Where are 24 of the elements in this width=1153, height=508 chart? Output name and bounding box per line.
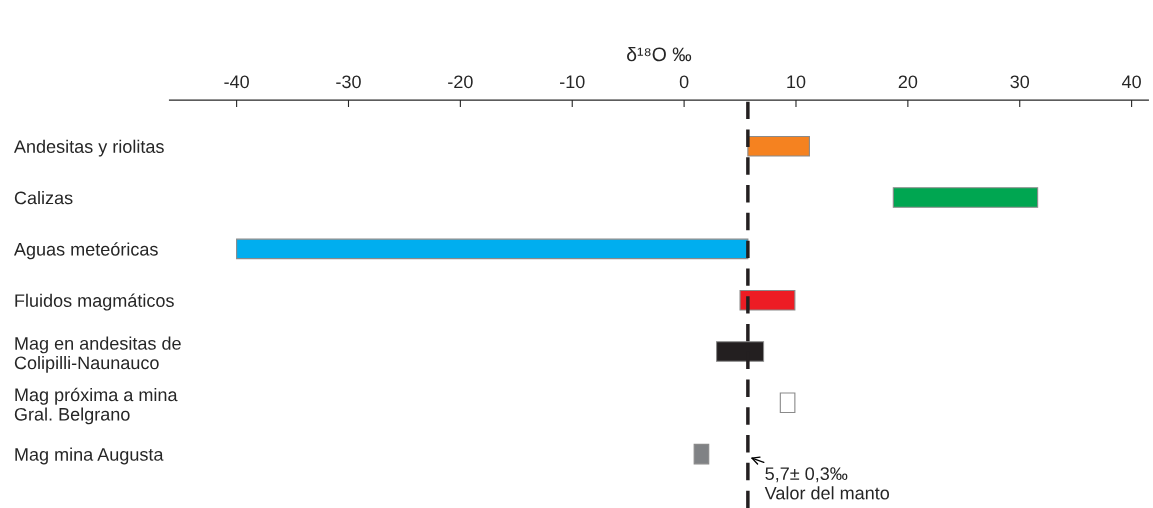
x-tick-label: -40: [224, 75, 249, 89]
bar: [236, 238, 749, 260]
x-tick-label: 0: [679, 75, 689, 89]
bar: [747, 135, 810, 157]
x-tick-label: 20: [898, 75, 918, 89]
y-tick-label: Aguas meteóricas: [13, 242, 158, 260]
bar: [739, 289, 796, 311]
x-tick-label: -30: [336, 75, 361, 89]
x-tick-label: 10: [787, 75, 806, 89]
y-tick-label: Calizas: [14, 191, 73, 205]
bar: [693, 443, 710, 465]
x-tick-label: 30: [1010, 75, 1030, 89]
bar: [892, 187, 1039, 208]
y-tick-label: Mag mina Augusta: [15, 447, 164, 465]
x-tick-label: -10: [559, 75, 585, 89]
x-tick-label: -20: [448, 75, 473, 89]
y-tick-label: Andesitas y riolitas: [13, 139, 164, 157]
bar: [779, 392, 796, 414]
ref-line-label: 5,7± 0,3‰ Valor del manto: [764, 467, 890, 500]
x-axis-title: δ¹⁸O ‰: [627, 46, 692, 62]
y-tick-label: Mag próxima a mina Gral. Belgrano: [14, 387, 178, 425]
y-tick-label: Mag en andesitas de Colipilli-Naunauco: [14, 336, 181, 373]
y-tick-label: Fluidos magmáticos: [15, 293, 174, 311]
x-tick-label: 40: [1121, 75, 1141, 89]
